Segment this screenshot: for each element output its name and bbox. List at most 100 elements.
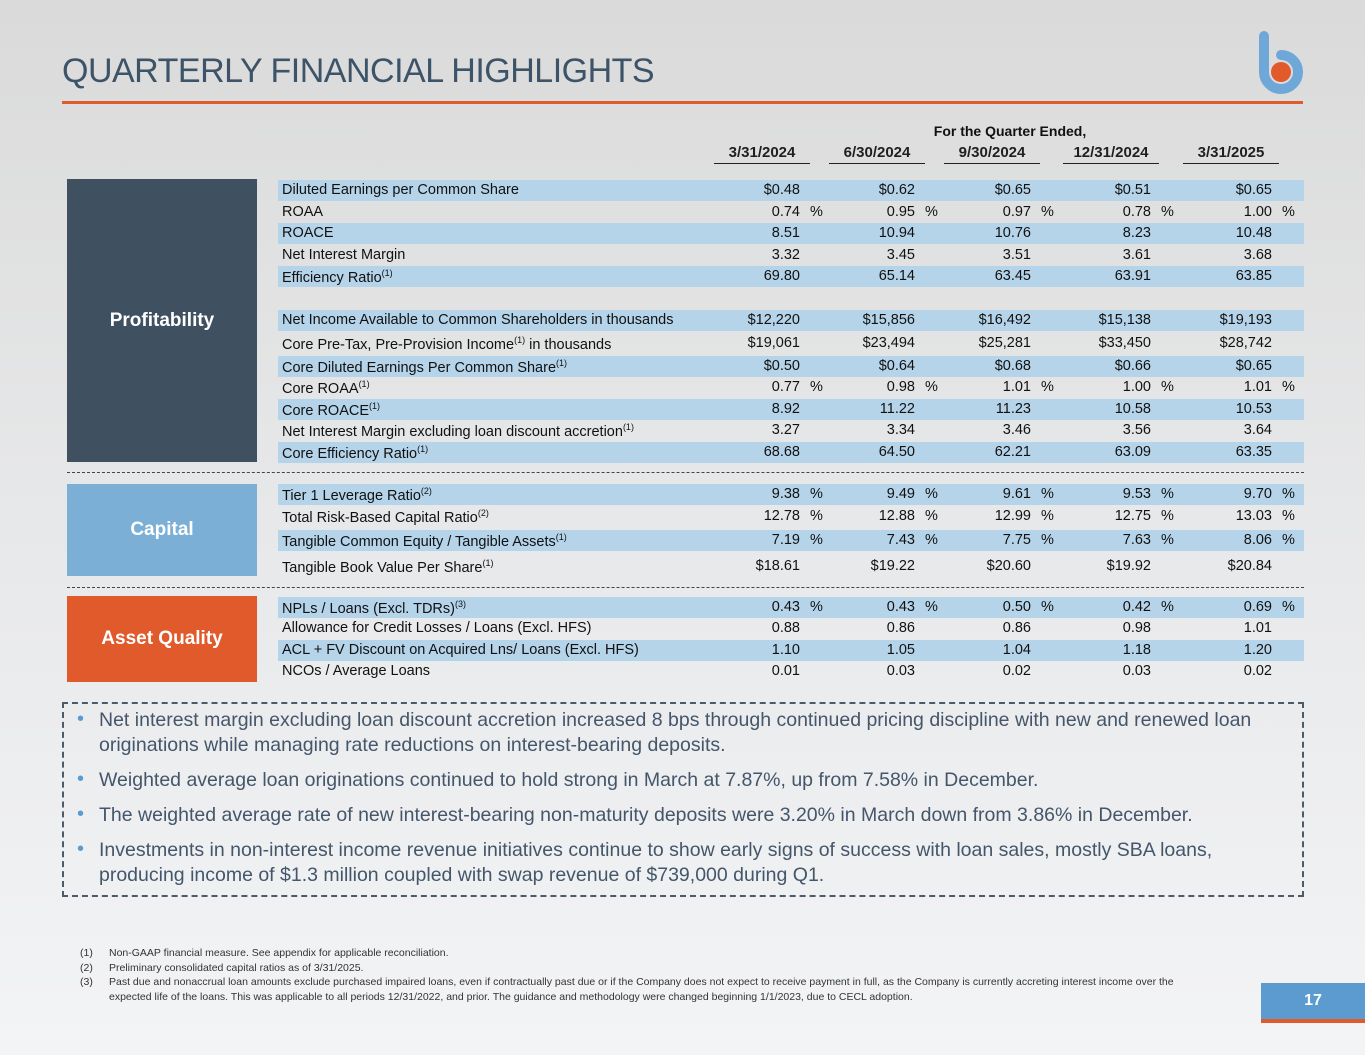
cell-value: $0.68 [994,358,1031,374]
cell-value: 3.64 [1243,422,1272,438]
row-label: Net Interest Margin [282,247,405,263]
cell-value: 0.02 [1002,663,1031,679]
table-row: Tier 1 Leverage Ratio(2) 9.38% 9.49% 9.61% 9… [278,484,1304,505]
row-label: ROAA [282,204,323,220]
cell-value: 0.98 [1122,620,1151,636]
row-label: Tangible Book Value Per Share(1) [282,558,493,576]
percent-sign: % [925,204,938,220]
cell-value: 3.61 [1122,247,1151,263]
bullet-icon: • [77,838,85,860]
bullet-text: Net interest margin excluding loan disco… [99,709,1252,756]
column-header: 3/31/2025 [1183,144,1279,164]
table-row: Efficiency Ratio(1) 69.80 65.14 63.45 63.91 6… [278,266,1304,287]
cell-value: $16,492 [978,312,1031,328]
footnote: (2) Preliminary consolidated capital rati… [80,961,1200,976]
row-label: Core Pre-Tax, Pre-Provision Income(1) in… [282,335,611,353]
cell-value: 8.92 [771,401,800,417]
cell-value: $25,281 [978,335,1031,351]
cell-value: 1.18 [1122,642,1151,658]
cell-value: 0.86 [1002,620,1031,636]
bullet-text: The weighted average rate of new interes… [99,804,1193,826]
row-label: Net Income Available to Common Sharehold… [282,312,673,328]
row-label-text: ACL + FV Discount on Acquired Lns/ Loans… [282,642,639,658]
cell-value: 8.51 [771,225,800,241]
table-row: Core ROAA(1) 0.77% 0.98% 1.01% 1.00% 1.01% [278,377,1304,398]
percent-sign: % [1282,204,1295,220]
percent-sign: % [925,599,938,615]
bullet-item: • Investments in non-interest income reve… [77,838,1282,888]
percent-sign: % [1041,204,1054,220]
cell-value: 1.04 [1002,642,1031,658]
cell-value: 10.76 [994,225,1031,241]
cell-value: $19.22 [870,558,915,574]
title-divider [62,101,1303,104]
cell-value: 65.14 [878,268,915,284]
row-label-text: ROACE [282,225,334,241]
percent-sign: % [810,508,823,524]
cell-value: 0.03 [886,663,915,679]
row-label-text: Core Diluted Earnings Per Common Share [282,360,557,376]
cell-value: 68.68 [763,444,800,460]
percent-sign: % [1282,486,1295,502]
cell-value: $15,138 [1098,312,1151,328]
cell-value: 0.74 [771,204,800,220]
footnote-ref: (2) [477,508,489,518]
column-header: 12/31/2024 [1063,144,1159,164]
table-row: Core Efficiency Ratio(1) 68.68 64.50 62.21 6… [278,442,1304,463]
cell-value: 3.27 [771,422,800,438]
cell-value: 63.35 [1235,444,1272,460]
percent-sign: % [925,486,938,502]
row-label-text: Core ROACE [282,403,370,419]
bullet-text: Weighted average loan originations conti… [99,769,1039,791]
cell-value: 0.78 [1122,204,1151,220]
cell-value: 0.86 [886,620,915,636]
percent-sign: % [925,532,938,548]
row-label-text: Efficiency Ratio [282,270,382,286]
percent-sign: % [1161,532,1174,548]
footnote-ref: (1) [417,444,429,454]
row-label: Core Diluted Earnings Per Common Share(1… [282,358,567,376]
row-label-text: Tangible Common Equity / Tangible Assets [282,534,556,550]
table-row: Net Interest Margin excluding loan disco… [278,420,1304,441]
cell-value: 7.63 [1122,532,1151,548]
cell-value: $0.65 [994,182,1031,198]
section-divider [67,472,1304,473]
section-capital: Capital [67,484,257,576]
column-header: 6/30/2024 [829,144,925,164]
row-label: ACL + FV Discount on Acquired Lns/ Loans… [282,642,639,658]
cell-value: 0.01 [771,663,800,679]
percent-sign: % [925,508,938,524]
cell-value: $19.92 [1106,558,1151,574]
percent-sign: % [1041,532,1054,548]
cell-value: 9.38 [771,486,800,502]
row-label: Core ROAA(1) [282,379,370,397]
cell-value: 1.01 [1002,379,1031,395]
percent-sign: % [1161,379,1174,395]
table-row: ROACE 8.51 10.94 10.76 8.23 10.48 [278,223,1304,244]
table-row: ACL + FV Discount on Acquired Lns/ Loans… [278,640,1304,661]
table-row: Core ROACE(1) 8.92 11.22 11.23 10.58 10.53 [278,399,1304,420]
bullet-item: • The weighted average rate of new intere… [77,803,1282,828]
bullet-icon: • [77,708,85,730]
cell-value: 63.45 [994,268,1031,284]
cell-value: 63.09 [1114,444,1151,460]
row-label: Tangible Common Equity / Tangible Assets… [282,532,567,550]
footnote-ref: (1) [514,335,526,345]
cell-value: $0.62 [878,182,915,198]
bullet-item: • Net interest margin excluding loan disc… [77,708,1282,758]
footnote-number: (1) [80,947,93,959]
highlights-box: • Net interest margin excluding loan disc… [62,702,1304,897]
b-logo-icon [1259,31,1303,94]
percent-sign: % [1161,508,1174,524]
cell-value: 7.43 [886,532,915,548]
cell-value: 3.68 [1243,247,1272,263]
cell-value: 0.50 [1002,599,1031,615]
percent-sign: % [810,379,823,395]
footnote-ref: (1) [358,379,370,389]
row-label: Core ROACE(1) [282,401,380,419]
percent-sign: % [1161,486,1174,502]
cell-value: 1.01 [1243,620,1272,636]
cell-value: 0.95 [886,204,915,220]
row-label: Core Efficiency Ratio(1) [282,444,428,462]
footnote-number: (3) [80,976,93,988]
